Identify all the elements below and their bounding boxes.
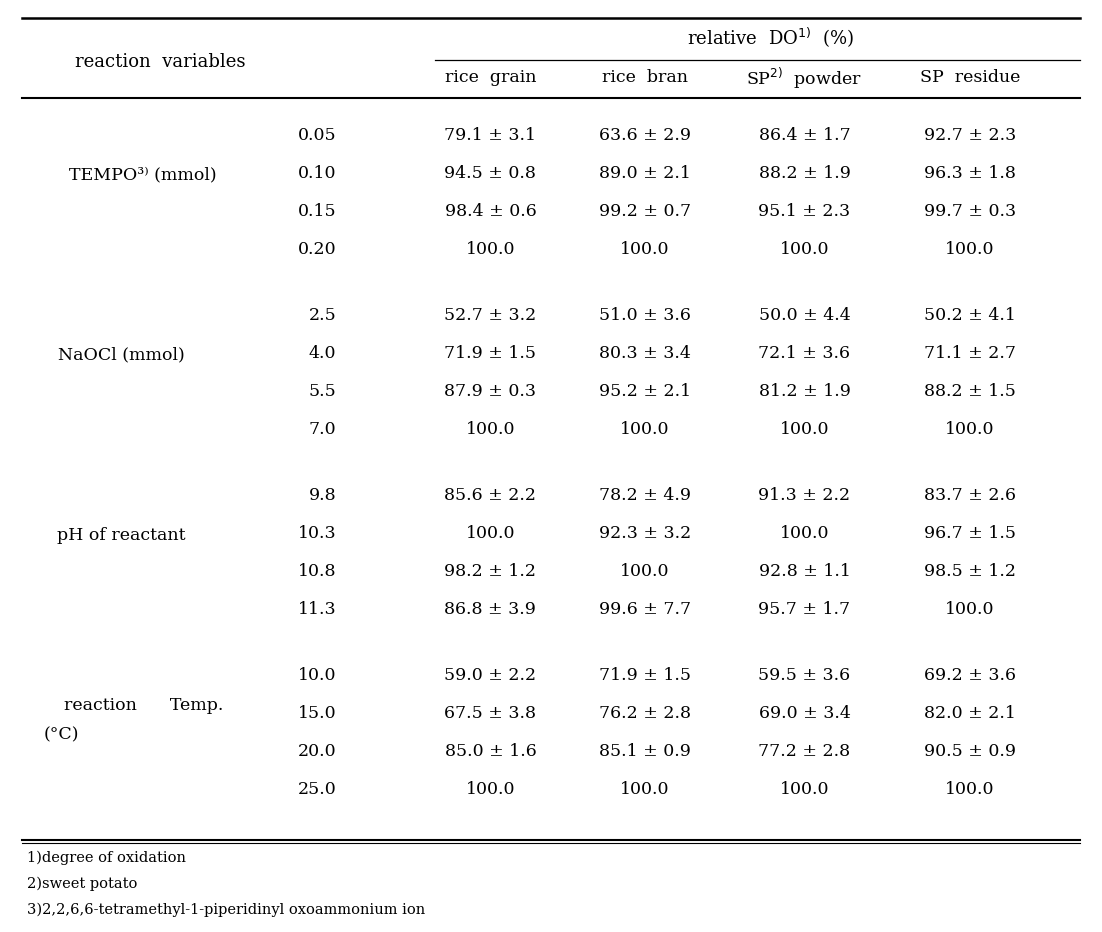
Text: 63.6 ± 2.9: 63.6 ± 2.9: [598, 127, 691, 144]
Text: TEMPO³⁾ (mmol): TEMPO³⁾ (mmol): [69, 167, 217, 184]
Text: 0.10: 0.10: [298, 165, 336, 182]
Text: 92.8 ± 1.1: 92.8 ± 1.1: [758, 563, 851, 580]
Text: (°C): (°C): [44, 727, 79, 744]
Text: 5.5: 5.5: [309, 382, 336, 400]
Text: 92.3 ± 3.2: 92.3 ± 3.2: [598, 525, 691, 541]
Text: 99.7 ± 0.3: 99.7 ± 0.3: [923, 202, 1016, 220]
Text: 89.0 ± 2.1: 89.0 ± 2.1: [598, 165, 691, 182]
Text: 98.2 ± 1.2: 98.2 ± 1.2: [444, 563, 537, 580]
Text: 100.0: 100.0: [466, 525, 515, 541]
Text: 67.5 ± 3.8: 67.5 ± 3.8: [444, 705, 537, 721]
Text: 15.0: 15.0: [298, 705, 336, 721]
Text: 85.0 ± 1.6: 85.0 ± 1.6: [444, 743, 537, 760]
Text: 95.1 ± 2.3: 95.1 ± 2.3: [758, 202, 851, 220]
Text: 59.0 ± 2.2: 59.0 ± 2.2: [444, 666, 537, 683]
Text: 95.7 ± 1.7: 95.7 ± 1.7: [758, 600, 851, 618]
Text: 100.0: 100.0: [620, 240, 669, 257]
Text: SP  residue: SP residue: [919, 70, 1020, 87]
Text: 77.2 ± 2.8: 77.2 ± 2.8: [758, 743, 851, 760]
Text: 86.8 ± 3.9: 86.8 ± 3.9: [444, 600, 537, 618]
Text: 76.2 ± 2.8: 76.2 ± 2.8: [598, 705, 691, 721]
Text: 99.6 ± 7.7: 99.6 ± 7.7: [598, 600, 691, 618]
Text: 86.4 ± 1.7: 86.4 ± 1.7: [758, 127, 851, 144]
Text: 2)sweet potato: 2)sweet potato: [28, 877, 138, 891]
Text: 1)degree of oxidation: 1)degree of oxidation: [28, 851, 186, 865]
Text: 100.0: 100.0: [946, 780, 994, 798]
Text: 90.5 ± 0.9: 90.5 ± 0.9: [923, 743, 1016, 760]
Text: 80.3 ± 3.4: 80.3 ± 3.4: [598, 345, 691, 362]
Text: rice  bran: rice bran: [602, 70, 688, 87]
Text: 2.5: 2.5: [309, 307, 336, 323]
Text: 100.0: 100.0: [466, 780, 515, 798]
Text: 96.3 ± 1.8: 96.3 ± 1.8: [923, 165, 1016, 182]
Text: 71.9 ± 1.5: 71.9 ± 1.5: [598, 666, 691, 683]
Text: reaction  variables: reaction variables: [75, 53, 245, 71]
Text: 100.0: 100.0: [946, 240, 994, 257]
Text: 100.0: 100.0: [620, 420, 669, 437]
Text: 100.0: 100.0: [620, 780, 669, 798]
Text: 72.1 ± 3.6: 72.1 ± 3.6: [758, 345, 851, 362]
Text: 50.0 ± 4.4: 50.0 ± 4.4: [758, 307, 851, 323]
Text: 82.0 ± 2.1: 82.0 ± 2.1: [923, 705, 1016, 721]
Text: 10.3: 10.3: [298, 525, 336, 541]
Text: 92.7 ± 2.3: 92.7 ± 2.3: [923, 127, 1016, 144]
Text: 100.0: 100.0: [780, 525, 829, 541]
Text: 98.4 ± 0.6: 98.4 ± 0.6: [444, 202, 537, 220]
Text: 7.0: 7.0: [309, 420, 336, 437]
Text: 85.6 ± 2.2: 85.6 ± 2.2: [444, 487, 537, 503]
Text: 100.0: 100.0: [620, 563, 669, 580]
Text: 100.0: 100.0: [466, 240, 515, 257]
Text: 9.8: 9.8: [309, 487, 336, 503]
Text: pH of reactant: pH of reactant: [57, 527, 185, 543]
Text: 50.2 ± 4.1: 50.2 ± 4.1: [923, 307, 1016, 323]
Text: SP$^{2)}$  powder: SP$^{2)}$ powder: [746, 65, 863, 90]
Text: 96.7 ± 1.5: 96.7 ± 1.5: [923, 525, 1016, 541]
Text: 94.5 ± 0.8: 94.5 ± 0.8: [444, 165, 537, 182]
Text: 81.2 ± 1.9: 81.2 ± 1.9: [758, 382, 851, 400]
Text: 100.0: 100.0: [780, 780, 829, 798]
Text: 0.20: 0.20: [298, 240, 336, 257]
Text: 100.0: 100.0: [466, 420, 515, 437]
Text: 98.5 ± 1.2: 98.5 ± 1.2: [923, 563, 1016, 580]
Text: 71.9 ± 1.5: 71.9 ± 1.5: [444, 345, 537, 362]
Text: 100.0: 100.0: [946, 420, 994, 437]
Text: 25.0: 25.0: [298, 780, 336, 798]
Text: 0.05: 0.05: [298, 127, 336, 144]
Text: 91.3 ± 2.2: 91.3 ± 2.2: [758, 487, 851, 503]
Text: 78.2 ± 4.9: 78.2 ± 4.9: [598, 487, 691, 503]
Text: 10.0: 10.0: [298, 666, 336, 683]
Text: 69.2 ± 3.6: 69.2 ± 3.6: [923, 666, 1016, 683]
Text: 79.1 ± 3.1: 79.1 ± 3.1: [444, 127, 537, 144]
Text: 11.3: 11.3: [298, 600, 336, 618]
Text: 85.1 ± 0.9: 85.1 ± 0.9: [598, 743, 691, 760]
Text: 4.0: 4.0: [309, 345, 336, 362]
Text: 59.5 ± 3.6: 59.5 ± 3.6: [758, 666, 851, 683]
Text: 20.0: 20.0: [298, 743, 336, 760]
Text: reaction      Temp.: reaction Temp.: [64, 696, 223, 714]
Text: relative  DO$^{1)}$  (%): relative DO$^{1)}$ (%): [687, 26, 854, 50]
Text: 52.7 ± 3.2: 52.7 ± 3.2: [444, 307, 537, 323]
Text: 100.0: 100.0: [780, 240, 829, 257]
Text: 51.0 ± 3.6: 51.0 ± 3.6: [598, 307, 691, 323]
Text: 83.7 ± 2.6: 83.7 ± 2.6: [923, 487, 1016, 503]
Text: 71.1 ± 2.7: 71.1 ± 2.7: [923, 345, 1016, 362]
Text: 69.0 ± 3.4: 69.0 ± 3.4: [758, 705, 851, 721]
Text: 0.15: 0.15: [298, 202, 336, 220]
Text: 3)2,2,6,6-tetramethyl-1-piperidinyl oxoammonium ion: 3)2,2,6,6-tetramethyl-1-piperidinyl oxoa…: [28, 903, 425, 917]
Text: 100.0: 100.0: [946, 600, 994, 618]
Text: rice  grain: rice grain: [444, 70, 537, 87]
Text: 88.2 ± 1.9: 88.2 ± 1.9: [758, 165, 851, 182]
Text: 95.2 ± 2.1: 95.2 ± 2.1: [598, 382, 691, 400]
Text: 88.2 ± 1.5: 88.2 ± 1.5: [923, 382, 1016, 400]
Text: NaOCl (mmol): NaOCl (mmol): [57, 347, 185, 363]
Text: 99.2 ± 0.7: 99.2 ± 0.7: [598, 202, 691, 220]
Text: 10.8: 10.8: [298, 563, 336, 580]
Text: 87.9 ± 0.3: 87.9 ± 0.3: [444, 382, 537, 400]
Text: 100.0: 100.0: [780, 420, 829, 437]
